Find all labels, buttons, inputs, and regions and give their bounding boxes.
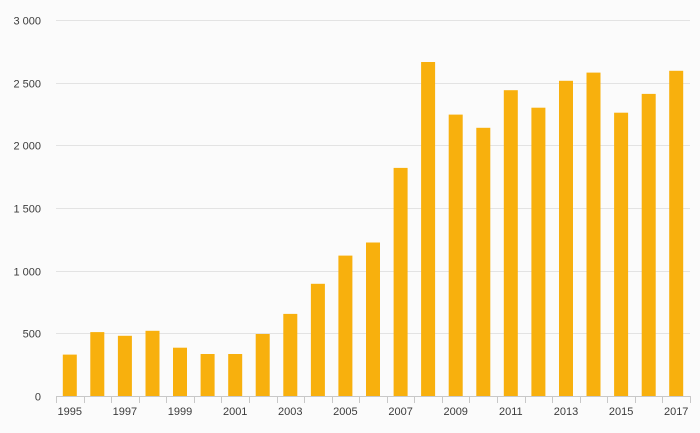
bar-2013 — [559, 80, 573, 397]
bar-2000 — [200, 354, 215, 396]
x-tick-label: 2011 — [499, 406, 523, 418]
y-tick-labels: 0 500 1 000 1 500 2 000 2 500 3 000 — [13, 16, 41, 404]
x-axis — [56, 396, 691, 403]
x-tick-label: 2005 — [333, 406, 357, 418]
bar-2011 — [503, 90, 518, 396]
x-tick-label: 2017 — [664, 406, 688, 418]
x-tick-label: 2003 — [278, 406, 302, 418]
y-tick-label: 1 000 — [13, 267, 41, 279]
y-tick-label: 0 — [35, 392, 41, 404]
x-tick-label: 2015 — [609, 406, 633, 418]
y-tick-label: 3 000 — [13, 16, 41, 28]
bar-2017 — [669, 70, 684, 397]
x-tick-label: 2001 — [223, 406, 247, 418]
bar-2010 — [476, 127, 491, 397]
bar-2003 — [283, 313, 298, 396]
bar-2007 — [393, 167, 408, 396]
x-tick-labels: 1995 1997 1999 2001 2003 2005 2007 2009 2011 2013… — [58, 406, 689, 418]
bar-1998 — [145, 330, 160, 396]
bar-2012 — [531, 107, 546, 396]
bar-2008 — [421, 62, 436, 396]
x-tick-label: 2007 — [388, 406, 412, 418]
bar-1997 — [117, 335, 132, 396]
x-tick-label: 2009 — [443, 406, 467, 418]
y-tick-label: 2 500 — [13, 79, 41, 91]
y-tick-label: 1 500 — [13, 204, 41, 216]
bar-1996 — [90, 332, 105, 396]
bar-2005 — [338, 255, 353, 396]
x-tick-label: 1999 — [168, 406, 192, 418]
x-tick-label: 1995 — [58, 406, 82, 418]
bar-2006 — [366, 242, 380, 396]
x-tick-label: 2013 — [554, 406, 578, 418]
bar-2015 — [614, 112, 629, 396]
bar-2004 — [310, 283, 325, 396]
y-tick-label: 500 — [23, 329, 41, 341]
bars — [62, 62, 684, 397]
bar-2016 — [641, 93, 656, 397]
bar-2014 — [586, 72, 601, 396]
bar-1999 — [173, 347, 187, 396]
grid — [56, 20, 690, 334]
bar-2002 — [255, 334, 270, 396]
x-tick-label: 1997 — [113, 406, 137, 418]
y-tick-label: 2 000 — [13, 141, 41, 153]
bar-2001 — [228, 354, 243, 396]
bar-2009 — [448, 114, 463, 396]
bar-1995 — [62, 354, 77, 396]
